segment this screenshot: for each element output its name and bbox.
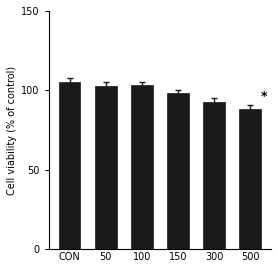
Text: *: *	[260, 90, 267, 103]
Bar	[95, 86, 116, 249]
Bar	[167, 93, 189, 249]
Y-axis label: Cell viability (% of control): Cell viability (% of control)	[7, 66, 17, 195]
Bar	[131, 85, 153, 249]
Bar	[203, 101, 225, 249]
Bar	[239, 109, 261, 249]
Bar	[59, 82, 80, 249]
